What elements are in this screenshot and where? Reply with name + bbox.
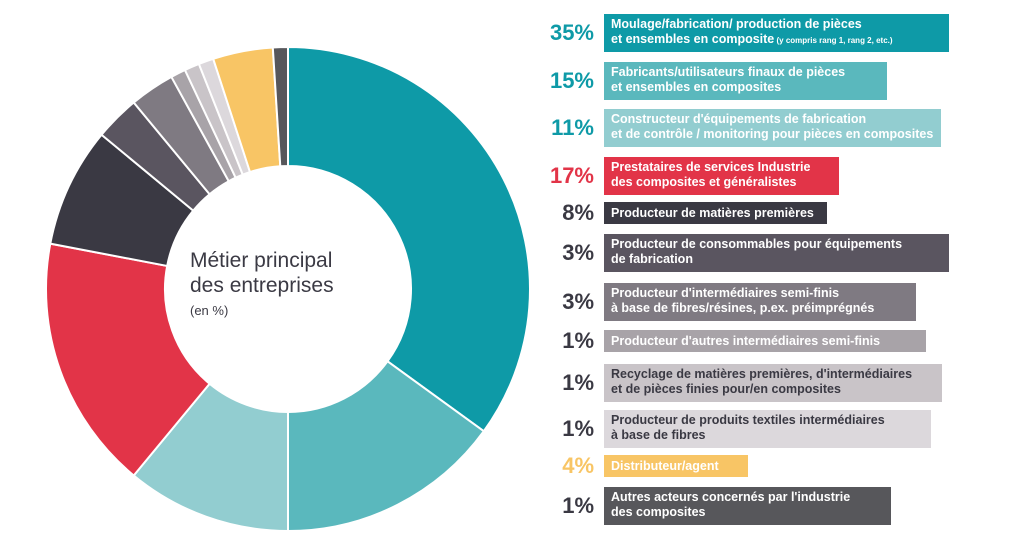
center-title-line1: Métier principal bbox=[190, 249, 333, 272]
legend-label-line2: et ensembles en composites bbox=[611, 80, 881, 95]
legend-percentage: 15% bbox=[549, 68, 594, 93]
donut-slice-1 bbox=[287, 45, 531, 433]
legend-percentage: 1% bbox=[562, 370, 594, 395]
legend-label-line1: Producteur d'autres intermédiaires semi-… bbox=[611, 334, 881, 348]
legend-label-line2-text: et de contrôle / monitoring pour pièces … bbox=[611, 127, 934, 141]
legend-label-line1: Recyclage de matières premières, d'inter… bbox=[611, 367, 913, 381]
legend-label: Recyclage de matières premières, d'inter… bbox=[604, 364, 942, 402]
legend-label: Producteur d'intermédiaires semi-finis à … bbox=[604, 283, 916, 321]
legend-label-line2-text: des composites bbox=[611, 505, 706, 519]
chart-center-title: Métier principal des entreprises (en %) bbox=[190, 248, 390, 320]
legend-label-line2: des composites bbox=[611, 505, 885, 520]
donut-slice-12 bbox=[271, 45, 289, 168]
legend-label-line1: Moulage/fabrication/ production de pièce… bbox=[611, 17, 862, 31]
legend-label-line2-text: et de pièces finies pour/en composites bbox=[611, 382, 841, 396]
legend-percentage: 17% bbox=[549, 163, 594, 188]
legend-percentage: 8% bbox=[562, 200, 594, 225]
legend-label-line2: de fabrication bbox=[611, 252, 943, 267]
legend-label-line2-text: à base de fibres bbox=[611, 428, 706, 442]
legend-percentage: 35% bbox=[549, 20, 594, 45]
legend-label-line2-text: à base de fibres/résines, p.ex. préimpré… bbox=[611, 301, 875, 315]
legend-percentage: 11% bbox=[551, 115, 594, 140]
legend-label-line2: et de contrôle / monitoring pour pièces … bbox=[611, 127, 935, 142]
legend-label-line1: Distributeur/agent bbox=[611, 459, 719, 473]
legend-label-line1: Prestataires de services Industrie bbox=[611, 160, 811, 174]
legend-label-line1: Producteur de consommables pour équipeme… bbox=[611, 237, 903, 251]
legend-label: Producteur de produits textiles interméd… bbox=[604, 410, 931, 448]
legend-label-line2-text: et ensembles en composite bbox=[611, 32, 775, 46]
center-unit: (en %) bbox=[190, 303, 229, 318]
legend-label-line2-text: de fabrication bbox=[611, 252, 693, 266]
legend: 35% Moulage/fabrication/ production de pi… bbox=[530, 0, 1024, 547]
legend-label-line1: Producteur d'intermédiaires semi-finis bbox=[611, 286, 840, 300]
legend-label: Producteur d'autres intermédiaires semi-… bbox=[604, 330, 926, 352]
legend-percentage: 3% bbox=[562, 240, 594, 265]
legend-label-line2: à base de fibres bbox=[611, 428, 925, 443]
legend-label-line2-text: des composites et généralistes bbox=[611, 175, 797, 189]
donut-chart bbox=[45, 45, 531, 533]
legend-label: Autres acteurs concernés par l'industrie… bbox=[604, 487, 891, 525]
legend-percentage: 3% bbox=[562, 289, 594, 314]
legend-label-line1: Producteur de matières premières bbox=[611, 206, 814, 220]
donut-slice-4 bbox=[45, 242, 212, 477]
legend-label: Constructeur d'équipements de fabricatio… bbox=[604, 109, 941, 147]
legend-label-line2: et de pièces finies pour/en composites bbox=[611, 382, 936, 397]
legend-label-line2: et ensembles en composite (y compris ran… bbox=[611, 32, 943, 48]
legend-label: Distributeur/agent bbox=[604, 455, 748, 477]
legend-label-line2-text: et ensembles en composites bbox=[611, 80, 782, 94]
legend-label-note: (y compris rang 1, rang 2, etc.) bbox=[774, 36, 893, 45]
legend-percentage: 4% bbox=[562, 453, 594, 478]
donut-slice-2 bbox=[287, 359, 486, 533]
legend-percentage: 1% bbox=[562, 416, 594, 441]
legend-label: Producteur de consommables pour équipeme… bbox=[604, 234, 949, 272]
center-title-line2: des entreprises bbox=[190, 274, 334, 297]
legend-percentage: 1% bbox=[562, 328, 594, 353]
legend-label: Producteur de matières premières bbox=[604, 202, 827, 224]
legend-label-line1: Fabricants/utilisateurs finaux de pièces bbox=[611, 65, 846, 79]
legend-label-line2: des composites et généralistes bbox=[611, 175, 833, 190]
legend-label: Fabricants/utilisateurs finaux de pièces… bbox=[604, 62, 887, 100]
legend-percentage: 1% bbox=[562, 493, 594, 518]
legend-label-line1: Autres acteurs concernés par l'industrie bbox=[611, 490, 851, 504]
legend-label: Moulage/fabrication/ production de pièce… bbox=[604, 14, 949, 52]
legend-label: Prestataires de services Industrie des co… bbox=[604, 157, 839, 195]
legend-label-line2: à base de fibres/résines, p.ex. préimpré… bbox=[611, 301, 910, 316]
legend-label-line1: Producteur de produits textiles interméd… bbox=[611, 413, 885, 427]
legend-label-line1: Constructeur d'équipements de fabricatio… bbox=[611, 112, 867, 126]
